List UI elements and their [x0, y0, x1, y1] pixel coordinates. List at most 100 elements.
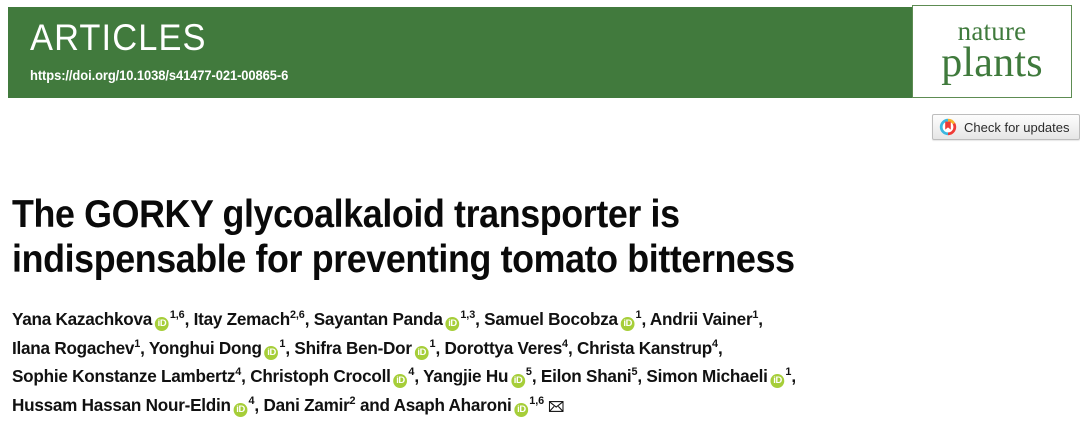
author-separator: ,: [637, 366, 647, 386]
author-separator: ,: [241, 366, 251, 386]
author-separator: ,: [641, 309, 650, 329]
orcid-icon[interactable]: iD: [620, 317, 635, 331]
author-name-text: Hussam Hassan Nour-Eldin: [12, 394, 231, 415]
affiliation-marker[interactable]: 4: [561, 337, 568, 350]
author-name-text: Ilana Rogachev: [12, 337, 135, 358]
author-name[interactable]: Sophie Konstanze Lambertz4: [12, 366, 241, 386]
author-separator: ,: [140, 337, 149, 358]
author-name-text: Sayantan Panda: [313, 309, 443, 329]
author-separator: ,: [414, 366, 424, 386]
author-name[interactable]: Sayantan Panda iD1,3: [313, 309, 476, 331]
affiliation-marker[interactable]: 2,6: [289, 309, 305, 322]
author-separator: ,: [791, 366, 796, 386]
author-separator: ,: [285, 337, 295, 358]
page-title: The GORKY glycoalkaloid transporter is i…: [12, 192, 849, 282]
author-separator: ,: [531, 366, 541, 386]
author-name-text: Andrii Vainer: [649, 309, 753, 329]
author-separator: ,: [567, 337, 577, 358]
author-separator: and: [355, 394, 394, 415]
author-name[interactable]: Dorottya Veres4: [444, 337, 569, 358]
author-name[interactable]: Itay Zemach2,6: [194, 309, 305, 329]
affiliation-marker[interactable]: 1,3: [460, 309, 476, 322]
author-name-text: Sophie Konstanze Lambertz: [12, 366, 236, 386]
author-name-text: Dani Zamir: [263, 394, 350, 415]
affiliation-marker[interactable]: 2: [349, 394, 356, 407]
author-name[interactable]: Eilon Shani5: [541, 366, 638, 386]
author-name[interactable]: Hussam Hassan Nour-Eldin iD4: [12, 394, 255, 417]
author-name[interactable]: Andrii Vainer1: [649, 309, 759, 329]
author-name-text: Christoph Crocoll: [250, 366, 391, 386]
crossmark-icon: [939, 118, 957, 136]
author-name-text: Yonghui Dong: [148, 337, 262, 358]
author-name-text: Itay Zemach: [193, 309, 291, 329]
affiliation-marker[interactable]: 4: [235, 366, 242, 379]
author-name[interactable]: Yangjie Hu iD5: [423, 366, 532, 388]
affiliation-marker[interactable]: 1: [752, 309, 759, 322]
check-for-updates-label: Check for updates: [964, 119, 1070, 135]
journal-header-band: ARTICLES https://doi.org/10.1038/s41477-…: [8, 7, 1072, 98]
affiliation-marker[interactable]: 1: [785, 366, 792, 379]
author-name[interactable]: Samuel Bocobza iD1: [484, 309, 642, 331]
affiliation-marker[interactable]: 1: [134, 337, 141, 350]
author-line: Ilana Rogachev1, Yonghui Dong iD1, Shifra…: [12, 334, 1054, 363]
author-name[interactable]: Christoph Crocoll iD4: [250, 366, 415, 388]
title-line-1: The GORKY glycoalkaloid transporter is: [12, 192, 680, 236]
author-name[interactable]: Ilana Rogachev1: [12, 338, 140, 358]
orcid-icon[interactable]: iD: [770, 374, 785, 388]
affiliation-marker[interactable]: 5: [631, 366, 638, 379]
journal-logo-line2: plants: [941, 40, 1043, 87]
author-name-text: Christa Kanstrup: [576, 337, 713, 358]
author-separator: ,: [254, 394, 264, 415]
affiliation-marker[interactable]: 5: [525, 366, 532, 379]
author-name[interactable]: Yana Kazachkova iD1,6: [12, 309, 185, 331]
author-name-text: Samuel Bocobza: [484, 309, 618, 329]
orcid-icon[interactable]: iD: [155, 317, 169, 331]
author-separator: ,: [475, 309, 485, 329]
orcid-icon[interactable]: iD: [445, 317, 460, 331]
author-name[interactable]: Asaph Aharoni iD1,6: [393, 394, 564, 417]
author-name[interactable]: Dani Zamir2: [263, 395, 355, 415]
author-name-text: Shifra Ben-Dor: [294, 337, 412, 358]
author-separator: ,: [304, 309, 314, 329]
affiliation-marker[interactable]: 1: [279, 337, 286, 350]
author-separator: ,: [717, 337, 723, 358]
author-line: Hussam Hassan Nour-Eldin iD4, Dani Zamir2…: [12, 391, 1054, 421]
author-name-text: Asaph Aharoni: [393, 394, 512, 415]
orcid-icon[interactable]: iD: [393, 374, 408, 388]
affiliation-marker[interactable]: 1,6: [169, 309, 185, 322]
author-name-text: Simon Michaeli: [646, 366, 768, 386]
journal-logo[interactable]: nature plants: [912, 5, 1072, 98]
author-name-text: Yana Kazachkova: [12, 309, 153, 329]
affiliation-marker[interactable]: 4: [712, 337, 718, 350]
affiliation-marker[interactable]: 4: [408, 366, 415, 379]
doi-link[interactable]: https://doi.org/10.1038/s41477-021-00865…: [30, 68, 289, 83]
author-name[interactable]: Simon Michaeli iD1: [646, 366, 792, 388]
affiliation-marker[interactable]: 1: [635, 309, 642, 322]
affiliation-marker[interactable]: 1,6: [529, 394, 545, 407]
journal-logo-line1: nature: [957, 15, 1027, 46]
author-name-text: Yangjie Hu: [423, 366, 509, 386]
orcid-icon[interactable]: iD: [511, 374, 525, 388]
author-separator: ,: [758, 309, 763, 329]
envelope-icon[interactable]: [549, 392, 564, 421]
orcid-icon[interactable]: iD: [233, 402, 248, 417]
affiliation-marker[interactable]: 1: [429, 337, 436, 350]
author-name-text: Dorottya Veres: [444, 337, 563, 358]
check-for-updates-button[interactable]: Check for updates: [932, 114, 1080, 140]
author-name-text: Eilon Shani: [540, 366, 632, 386]
orcid-icon[interactable]: iD: [414, 345, 429, 360]
orcid-icon[interactable]: iD: [514, 402, 529, 417]
orcid-icon[interactable]: iD: [264, 345, 279, 360]
title-line-2: indispensable for preventing tomato bitt…: [12, 237, 795, 281]
author-name[interactable]: Christa Kanstrup4: [577, 338, 718, 358]
author-line: Yana Kazachkova iD1,6, Itay Zemach2,6, Sa…: [12, 305, 1054, 334]
author-name[interactable]: Shifra Ben-Dor iD1: [294, 337, 436, 360]
author-separator: ,: [435, 337, 445, 358]
author-list: Yana Kazachkova iD1,6, Itay Zemach2,6, Sa…: [12, 305, 1054, 420]
author-line: Sophie Konstanze Lambertz4, Christoph Cr…: [12, 362, 1054, 391]
section-kicker: ARTICLES: [30, 17, 207, 58]
author-name[interactable]: Yonghui Dong iD1: [148, 337, 286, 360]
affiliation-marker[interactable]: 4: [248, 394, 255, 407]
author-separator: ,: [184, 309, 194, 329]
